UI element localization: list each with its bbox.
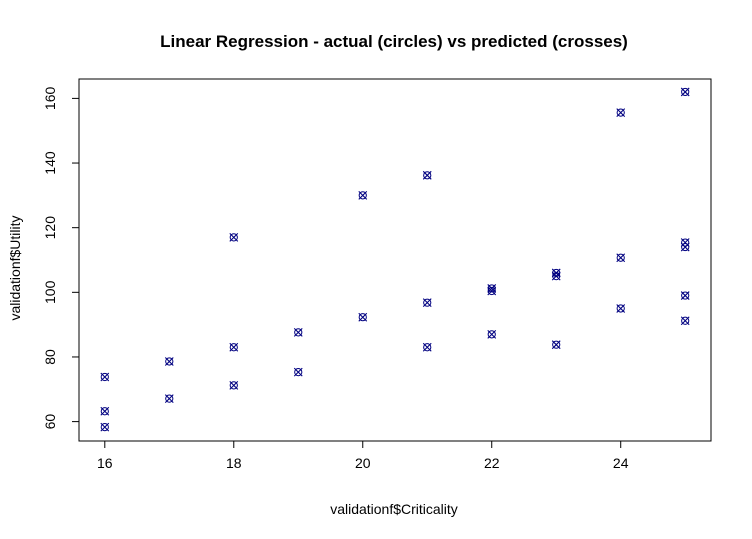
- actual-point: [423, 171, 432, 180]
- chart-title: Linear Regression - actual (circles) vs …: [160, 32, 628, 51]
- x-tick-label: 18: [226, 455, 242, 471]
- actual-point: [100, 423, 109, 432]
- actual-point: [358, 313, 367, 322]
- predicted-point: [487, 329, 497, 339]
- actual-point: [487, 286, 496, 296]
- actual-point: [100, 372, 109, 382]
- x-axis: 16 18 20 22 24: [97, 440, 629, 471]
- predicted-point: [680, 242, 690, 252]
- actual-point: [487, 330, 496, 339]
- actual-point: [423, 298, 432, 307]
- actual-point: [616, 253, 625, 262]
- y-tick-label: 140: [42, 151, 58, 175]
- predicted-point: [358, 312, 368, 322]
- predicted-point: [229, 342, 239, 352]
- predicted-point: [680, 316, 690, 326]
- x-axis-label: validationf$Criticality: [330, 501, 458, 517]
- predicted-point: [551, 271, 561, 281]
- predicted-point: [680, 87, 690, 97]
- predicted-point: [551, 268, 561, 278]
- predicted-point: [422, 342, 432, 352]
- predicted-point: [487, 284, 497, 293]
- predicted-point: [293, 367, 303, 377]
- actual-point: [681, 238, 690, 247]
- actual-point: [616, 108, 625, 117]
- actual-point: [681, 291, 690, 300]
- predicted-point: [229, 232, 239, 242]
- predicted-point: [680, 291, 690, 300]
- predicted-point: [551, 340, 561, 350]
- predicted-point: [100, 372, 110, 382]
- actual-point: [100, 407, 109, 416]
- x-tick-label: 20: [355, 455, 371, 471]
- y-tick-label: 100: [42, 280, 58, 304]
- actual-point: [229, 381, 238, 390]
- y-tick-label: 160: [42, 87, 58, 111]
- actual-point: [681, 242, 690, 252]
- predicted-point: [229, 381, 239, 390]
- predicted-point: [680, 238, 690, 247]
- plot-frame: [78, 78, 712, 442]
- actual-point: [229, 343, 238, 352]
- x-tick-label: 24: [613, 455, 629, 471]
- predicted-point: [616, 304, 626, 313]
- actual-point: [165, 394, 174, 403]
- actual-point: [681, 87, 690, 97]
- actual-point: [616, 304, 625, 313]
- y-tick-label: 60: [42, 414, 58, 430]
- predicted-point: [164, 357, 174, 366]
- predicted-point: [100, 422, 110, 432]
- actual-point: [487, 284, 496, 293]
- actual-point: [681, 316, 690, 325]
- actual-point: [165, 357, 174, 366]
- actual-point: [552, 340, 561, 349]
- predicted-point: [293, 328, 303, 337]
- y-axis-label: validationf$Utility: [7, 215, 23, 320]
- actual-point: [229, 233, 238, 242]
- y-tick-label: 80: [42, 349, 58, 365]
- predicted-point: [616, 108, 626, 118]
- predicted-point: [616, 253, 626, 263]
- data-points: [100, 87, 690, 432]
- y-axis: 60 80 100 120 140 160: [42, 87, 80, 430]
- predicted-point: [422, 298, 432, 308]
- x-tick-label: 16: [97, 455, 113, 471]
- y-tick-label: 120: [42, 216, 58, 240]
- predicted-point: [164, 394, 174, 404]
- x-tick-label: 22: [484, 455, 500, 471]
- predicted-point: [100, 406, 110, 416]
- actual-point: [423, 343, 432, 352]
- actual-point: [358, 191, 367, 200]
- predicted-point: [358, 190, 368, 200]
- actual-point: [294, 368, 303, 377]
- predicted-point: [487, 286, 497, 296]
- predicted-point: [422, 170, 432, 180]
- actual-point: [294, 328, 303, 337]
